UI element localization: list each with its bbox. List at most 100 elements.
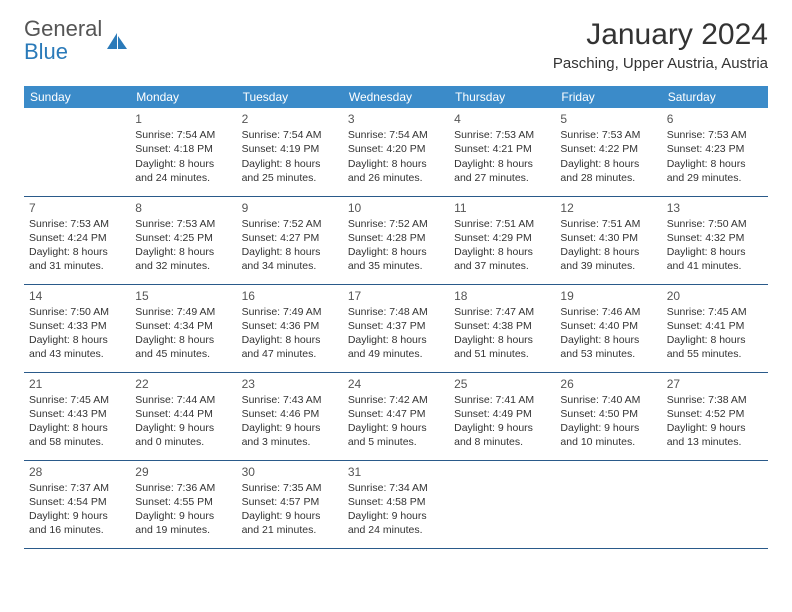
day-cell: 23Sunrise: 7:43 AMSunset: 4:46 PMDayligh… bbox=[237, 372, 343, 460]
day-info-line: and 47 minutes. bbox=[242, 347, 338, 361]
logo-sail-icon bbox=[106, 32, 128, 50]
day-number: 27 bbox=[667, 376, 763, 392]
day-info-line: Sunrise: 7:46 AM bbox=[560, 305, 656, 319]
day-info-line: Daylight: 8 hours bbox=[29, 421, 125, 435]
day-number: 7 bbox=[29, 200, 125, 216]
day-info-line: Daylight: 9 hours bbox=[348, 509, 444, 523]
day-cell: 30Sunrise: 7:35 AMSunset: 4:57 PMDayligh… bbox=[237, 460, 343, 548]
day-cell: 5Sunrise: 7:53 AMSunset: 4:22 PMDaylight… bbox=[555, 108, 661, 196]
day-info-line: and 35 minutes. bbox=[348, 259, 444, 273]
day-number: 29 bbox=[135, 464, 231, 480]
day-header: Saturday bbox=[662, 86, 768, 108]
day-cell: 16Sunrise: 7:49 AMSunset: 4:36 PMDayligh… bbox=[237, 284, 343, 372]
day-info-line: Sunset: 4:47 PM bbox=[348, 407, 444, 421]
day-info-line: Sunset: 4:36 PM bbox=[242, 319, 338, 333]
week-row: 1 Sunrise: 7:54 AM Sunset: 4:18 PM Daylight… bbox=[24, 108, 768, 196]
day-cell: 28Sunrise: 7:37 AMSunset: 4:54 PMDayligh… bbox=[24, 460, 130, 548]
day-info-line: Daylight: 9 hours bbox=[29, 509, 125, 523]
day-info-line: and 55 minutes. bbox=[667, 347, 763, 361]
day-number: 21 bbox=[29, 376, 125, 392]
day-info-line: and 29 minutes. bbox=[667, 171, 763, 185]
day-info-line: Sunset: 4:46 PM bbox=[242, 407, 338, 421]
day-number: 14 bbox=[29, 288, 125, 304]
day-info-line: Sunset: 4:29 PM bbox=[454, 231, 550, 245]
day-info-line: Sunrise: 7:50 AM bbox=[29, 305, 125, 319]
day-header: Tuesday bbox=[237, 86, 343, 108]
day-cell: 22Sunrise: 7:44 AMSunset: 4:44 PMDayligh… bbox=[130, 372, 236, 460]
day-info-line: and 5 minutes. bbox=[348, 435, 444, 449]
day-info-line: Sunrise: 7:52 AM bbox=[242, 217, 338, 231]
day-number: 4 bbox=[454, 111, 550, 127]
title-block: January 2024 Pasching, Upper Austria, Au… bbox=[553, 18, 768, 72]
day-header: Wednesday bbox=[343, 86, 449, 108]
day-cell: 26Sunrise: 7:40 AMSunset: 4:50 PMDayligh… bbox=[555, 372, 661, 460]
day-info-line: and 10 minutes. bbox=[560, 435, 656, 449]
day-info-line: and 49 minutes. bbox=[348, 347, 444, 361]
day-cell: 3Sunrise: 7:54 AMSunset: 4:20 PMDaylight… bbox=[343, 108, 449, 196]
day-info-line: Daylight: 8 hours bbox=[560, 245, 656, 259]
day-info-line: and 21 minutes. bbox=[242, 523, 338, 537]
day-number: 17 bbox=[348, 288, 444, 304]
day-info-line: Sunrise: 7:54 AM bbox=[348, 128, 444, 142]
week-row: 21Sunrise: 7:45 AMSunset: 4:43 PMDayligh… bbox=[24, 372, 768, 460]
logo-text-gray: General bbox=[24, 16, 102, 41]
day-cell: 9Sunrise: 7:52 AMSunset: 4:27 PMDaylight… bbox=[237, 196, 343, 284]
day-cell: 2Sunrise: 7:54 AMSunset: 4:19 PMDaylight… bbox=[237, 108, 343, 196]
day-header: Monday bbox=[130, 86, 236, 108]
day-number: 19 bbox=[560, 288, 656, 304]
day-info-line: Sunrise: 7:45 AM bbox=[29, 393, 125, 407]
day-number: 18 bbox=[454, 288, 550, 304]
day-number: 1 bbox=[135, 111, 231, 127]
day-info-line: Daylight: 9 hours bbox=[560, 421, 656, 435]
day-info-line: Sunset: 4:41 PM bbox=[667, 319, 763, 333]
day-cell bbox=[449, 460, 555, 548]
day-cell: 6Sunrise: 7:53 AMSunset: 4:23 PMDaylight… bbox=[662, 108, 768, 196]
day-cell: 8Sunrise: 7:53 AMSunset: 4:25 PMDaylight… bbox=[130, 196, 236, 284]
day-info-line: Sunset: 4:22 PM bbox=[560, 142, 656, 156]
day-info-line: Sunrise: 7:50 AM bbox=[667, 217, 763, 231]
day-number: 6 bbox=[667, 111, 763, 127]
day-number: 5 bbox=[560, 111, 656, 127]
day-number: 15 bbox=[135, 288, 231, 304]
day-info-line: Sunset: 4:34 PM bbox=[135, 319, 231, 333]
day-cell: 13Sunrise: 7:50 AMSunset: 4:32 PMDayligh… bbox=[662, 196, 768, 284]
day-number: 9 bbox=[242, 200, 338, 216]
day-info-line: and 31 minutes. bbox=[29, 259, 125, 273]
day-cell: 20Sunrise: 7:45 AMSunset: 4:41 PMDayligh… bbox=[662, 284, 768, 372]
day-header: Friday bbox=[555, 86, 661, 108]
day-info-line: Sunrise: 7:51 AM bbox=[560, 217, 656, 231]
day-info-line: Sunset: 4:27 PM bbox=[242, 231, 338, 245]
month-title: January 2024 bbox=[553, 18, 768, 51]
day-cell: 11Sunrise: 7:51 AMSunset: 4:29 PMDayligh… bbox=[449, 196, 555, 284]
day-info-line: Daylight: 8 hours bbox=[454, 157, 550, 171]
day-info-line: Sunrise: 7:44 AM bbox=[135, 393, 231, 407]
day-info-line: Daylight: 8 hours bbox=[29, 333, 125, 347]
day-info-line: Sunrise: 7:40 AM bbox=[560, 393, 656, 407]
day-info-line: and 25 minutes. bbox=[242, 171, 338, 185]
day-info-line: Sunset: 4:28 PM bbox=[348, 231, 444, 245]
day-number: 2 bbox=[242, 111, 338, 127]
day-header-row: Sunday Monday Tuesday Wednesday Thursday… bbox=[24, 86, 768, 108]
day-info-line: Sunset: 4:43 PM bbox=[29, 407, 125, 421]
day-cell: 17Sunrise: 7:48 AMSunset: 4:37 PMDayligh… bbox=[343, 284, 449, 372]
day-cell: 21Sunrise: 7:45 AMSunset: 4:43 PMDayligh… bbox=[24, 372, 130, 460]
day-info-line: Sunrise: 7:49 AM bbox=[135, 305, 231, 319]
day-info-line: Sunset: 4:33 PM bbox=[29, 319, 125, 333]
day-info-line: Sunrise: 7:45 AM bbox=[667, 305, 763, 319]
day-info-line: and 28 minutes. bbox=[560, 171, 656, 185]
day-cell: 7Sunrise: 7:53 AMSunset: 4:24 PMDaylight… bbox=[24, 196, 130, 284]
day-info-line: Sunset: 4:50 PM bbox=[560, 407, 656, 421]
day-cell: 4Sunrise: 7:53 AMSunset: 4:21 PMDaylight… bbox=[449, 108, 555, 196]
day-cell: 10Sunrise: 7:52 AMSunset: 4:28 PMDayligh… bbox=[343, 196, 449, 284]
day-cell: 25Sunrise: 7:41 AMSunset: 4:49 PMDayligh… bbox=[449, 372, 555, 460]
day-info-line: Daylight: 8 hours bbox=[242, 333, 338, 347]
day-info-line: Sunset: 4:18 PM bbox=[135, 142, 231, 156]
day-info-line: Daylight: 8 hours bbox=[348, 245, 444, 259]
day-info-line: Daylight: 9 hours bbox=[242, 509, 338, 523]
day-info-line: and 0 minutes. bbox=[135, 435, 231, 449]
day-number: 31 bbox=[348, 464, 444, 480]
day-info-line: and 45 minutes. bbox=[135, 347, 231, 361]
day-info-line: Sunset: 4:24 PM bbox=[29, 231, 125, 245]
day-number: 26 bbox=[560, 376, 656, 392]
location-text: Pasching, Upper Austria, Austria bbox=[553, 55, 768, 72]
